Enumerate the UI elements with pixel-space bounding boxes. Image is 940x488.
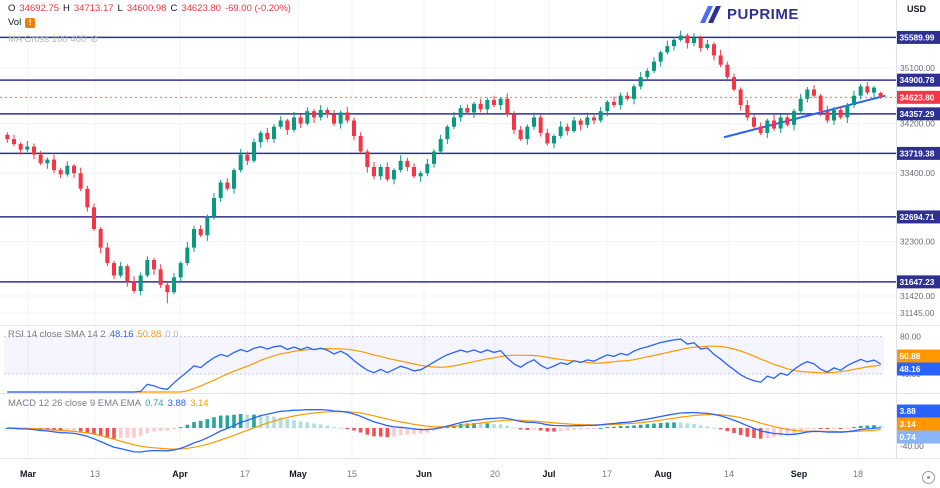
svg-text:Aug: Aug — [654, 469, 672, 479]
brand-logo: PUPRIME — [700, 6, 799, 23]
ma-cross-legend[interactable]: MA Cross 100 400 ⊘ — [8, 34, 99, 46]
rsi-sma-value: 50.88 — [137, 329, 162, 340]
svg-text:80.00: 80.00 — [900, 332, 921, 342]
rsi-extra: 0 0 — [165, 329, 179, 340]
svg-text:32694.71: 32694.71 — [900, 212, 935, 222]
svg-text:0.74: 0.74 — [900, 432, 917, 442]
macd-line-value: 3.88 — [167, 398, 187, 409]
change-value: -69.00 (-0.20%) — [224, 3, 291, 14]
current-price-badge — [897, 90, 940, 104]
high-label: H — [63, 3, 70, 14]
grid — [0, 0, 896, 458]
rsi-legend[interactable]: RSI 14 close SMA 14 2 48.16 50.88 0 0 — [8, 329, 178, 341]
svg-text:3.14: 3.14 — [900, 419, 917, 429]
macd-axis[interactable]: 40.00-40.003.883.140.74 — [897, 404, 940, 452]
svg-text:May: May — [289, 469, 307, 479]
rsi-title: RSI 14 close SMA 14 2 — [8, 329, 106, 340]
svg-text:Jul: Jul — [542, 469, 555, 479]
open-value: 34692.75 — [19, 3, 60, 14]
rsi-value: 48.16 — [109, 329, 134, 340]
currency-label: USD — [906, 4, 926, 14]
svg-text:34623.80: 34623.80 — [900, 92, 935, 102]
circle-icon — [922, 471, 935, 484]
level-price-badge — [897, 107, 940, 121]
macd-badge — [897, 417, 940, 431]
svg-text:-40.00: -40.00 — [900, 441, 924, 451]
macd-hist-value: 0.74 — [145, 398, 164, 409]
chart-settings-icon[interactable] — [922, 471, 935, 484]
ma-cross-label: MA Cross 100 400 — [8, 34, 87, 45]
macd-signal-value: 3.14 — [190, 398, 209, 409]
warning-icon: ! — [25, 18, 36, 28]
macd-badge — [897, 404, 940, 418]
low-label: L — [117, 3, 123, 14]
svg-text:15: 15 — [347, 469, 357, 479]
volume-legend[interactable]: Vol ! — [8, 17, 36, 29]
eye-off-icon: ⊘ — [90, 34, 99, 45]
rsi-badge — [897, 349, 940, 363]
level-lines — [0, 36, 896, 283]
svg-text:33719.38: 33719.38 — [900, 148, 935, 158]
svg-text:17: 17 — [602, 469, 612, 479]
svg-text:34900.78: 34900.78 — [900, 75, 935, 85]
macd-title: MACD 12 26 close 9 EMA EMA — [8, 398, 142, 409]
svg-text:20: 20 — [490, 469, 500, 479]
rsi-band — [4, 336, 884, 375]
svg-text:Jun: Jun — [416, 469, 432, 479]
svg-text:31647.23: 31647.23 — [900, 277, 935, 287]
svg-text:18: 18 — [853, 469, 863, 479]
candles — [5, 30, 883, 304]
svg-text:31420.00: 31420.00 — [900, 291, 935, 301]
time-axis[interactable]: Mar 13 Apr 17 May 15 Jun 20 Jul 17 Aug 14 Sep 18 — [20, 469, 863, 479]
svg-text:50.88: 50.88 — [900, 351, 921, 361]
svg-text:34357.29: 34357.29 — [900, 109, 935, 119]
price-axis[interactable]: 35100.00 34200.00 33400.00 32300.00 31420.00… — [897, 30, 940, 318]
trendline[interactable] — [723, 94, 886, 139]
svg-text:13: 13 — [90, 469, 100, 479]
pane-separators[interactable] — [0, 0, 940, 459]
open-label: O — [8, 3, 16, 14]
svg-text:31145.00: 31145.00 — [900, 308, 935, 318]
svg-text:48.16: 48.16 — [900, 364, 921, 374]
rsi-badge — [897, 362, 940, 376]
svg-text:34200.00: 34200.00 — [900, 119, 935, 129]
close-label: C — [170, 3, 178, 14]
volume-label: Vol — [8, 17, 22, 28]
svg-text:Sep: Sep — [791, 469, 808, 479]
brand-name: PUPRIME — [727, 5, 799, 23]
level-price-badge — [897, 210, 940, 224]
svg-text:3.88: 3.88 — [900, 406, 917, 416]
macd-plot — [4, 408, 884, 453]
level-price-badge — [897, 146, 940, 160]
macd-legend[interactable]: MACD 12 26 close 9 EMA EMA 0.74 3.88 3.1… — [8, 398, 209, 410]
svg-text:35100.00: 35100.00 — [900, 63, 935, 73]
high-value: 34713.17 — [73, 3, 114, 14]
close-value: 34623.80 — [181, 3, 221, 14]
level-price-badge — [897, 275, 940, 289]
level-price-badge — [897, 30, 940, 44]
brand-logo-icon — [700, 6, 721, 23]
svg-text:32300.00: 32300.00 — [900, 236, 935, 246]
svg-text:35589.99: 35589.99 — [900, 32, 935, 42]
low-value: 34600.98 — [126, 3, 167, 14]
level-price-badge — [897, 73, 940, 87]
svg-text:14: 14 — [724, 469, 734, 479]
svg-text:17: 17 — [240, 469, 250, 479]
svg-text:Mar: Mar — [20, 469, 37, 479]
svg-text:Apr: Apr — [172, 469, 188, 479]
ohlc-legend: O 34692.75 H 34713.17 L 34600.98 C 34623… — [8, 3, 291, 15]
macd-badge — [897, 430, 940, 444]
rsi-plot — [7, 338, 882, 393]
svg-text:33400.00: 33400.00 — [900, 168, 935, 178]
